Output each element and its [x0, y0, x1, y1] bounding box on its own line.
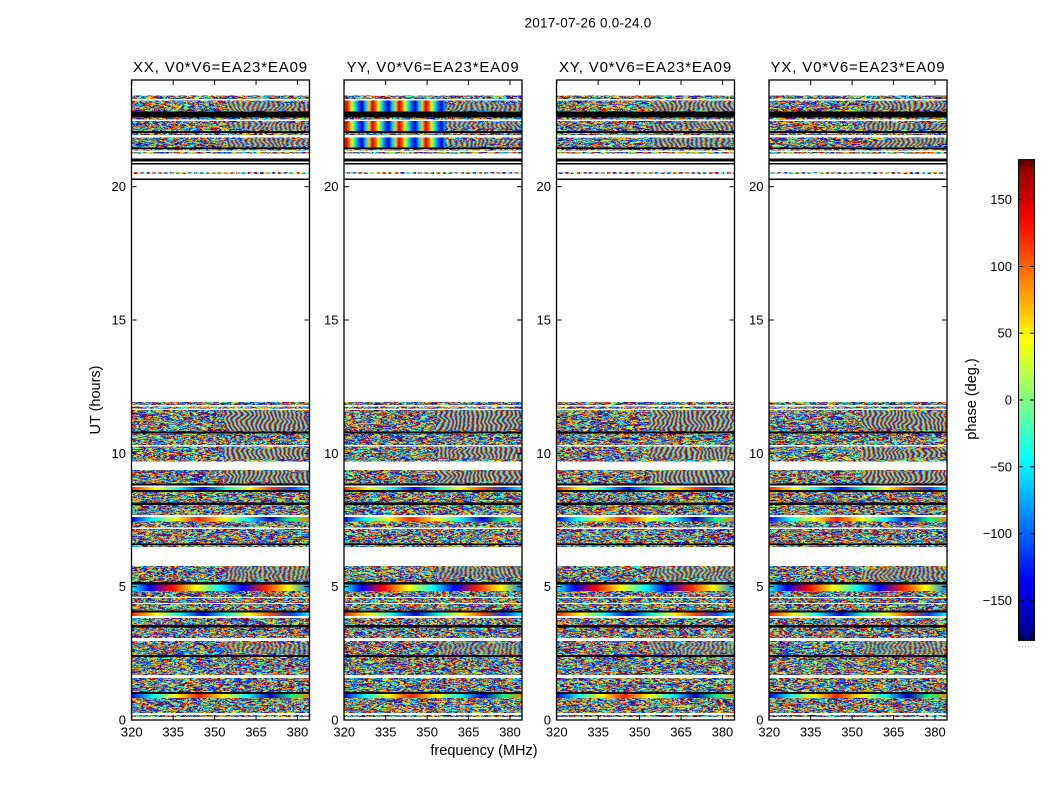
svg-text:50: 50: [998, 326, 1012, 341]
svg-text:0: 0: [1005, 393, 1012, 408]
svg-text:350: 350: [841, 725, 863, 740]
svg-text:15: 15: [112, 313, 126, 328]
svg-text:phase (deg.): phase (deg.): [964, 358, 980, 439]
svg-text:0: 0: [756, 713, 763, 728]
svg-text:15: 15: [324, 313, 338, 328]
svg-text:YY, V0*V6=EA23*EA09: YY, V0*V6=EA23*EA09: [346, 59, 519, 76]
svg-text:0: 0: [119, 713, 126, 728]
svg-text:335: 335: [587, 725, 609, 740]
svg-text:UT (hours): UT (hours): [88, 365, 104, 434]
svg-text:XX, V0*V6=EA23*EA09: XX, V0*V6=EA23*EA09: [133, 59, 308, 76]
svg-text:380: 380: [499, 725, 521, 740]
svg-text:5: 5: [756, 579, 763, 594]
svg-text:5: 5: [544, 579, 551, 594]
svg-text:frequency (MHz): frequency (MHz): [430, 743, 537, 759]
svg-text:−150: −150: [983, 593, 1012, 608]
svg-text:5: 5: [331, 579, 338, 594]
svg-text:150: 150: [990, 192, 1012, 207]
svg-text:365: 365: [670, 725, 692, 740]
svg-text:320: 320: [758, 725, 780, 740]
svg-text:20: 20: [749, 179, 763, 194]
svg-text:20: 20: [112, 179, 126, 194]
svg-text:380: 380: [712, 725, 734, 740]
svg-text:365: 365: [458, 725, 480, 740]
svg-text:−50: −50: [990, 459, 1012, 474]
svg-text:320: 320: [333, 725, 355, 740]
svg-text:0: 0: [331, 713, 338, 728]
svg-text:15: 15: [749, 313, 763, 328]
svg-text:10: 10: [537, 446, 551, 461]
svg-text:350: 350: [416, 725, 438, 740]
svg-text:15: 15: [537, 313, 551, 328]
svg-text:2017-07-26 0.0-24.0: 2017-07-26 0.0-24.0: [524, 16, 651, 31]
svg-text:320: 320: [121, 725, 143, 740]
svg-text:XY, V0*V6=EA23*EA09: XY, V0*V6=EA23*EA09: [559, 59, 732, 76]
svg-text:10: 10: [324, 446, 338, 461]
svg-text:350: 350: [204, 725, 226, 740]
svg-text:0: 0: [544, 713, 551, 728]
svg-text:320: 320: [546, 725, 568, 740]
svg-text:−100: −100: [983, 526, 1012, 541]
svg-text:100: 100: [990, 259, 1012, 274]
svg-text:335: 335: [375, 725, 397, 740]
svg-text:YX, V0*V6=EA23*EA09: YX, V0*V6=EA23*EA09: [770, 59, 945, 76]
svg-text:5: 5: [119, 579, 126, 594]
svg-text:380: 380: [287, 725, 309, 740]
svg-text:20: 20: [537, 179, 551, 194]
svg-text:20: 20: [324, 179, 338, 194]
svg-text:335: 335: [162, 725, 184, 740]
svg-text:10: 10: [112, 446, 126, 461]
svg-text:350: 350: [629, 725, 651, 740]
svg-text:380: 380: [924, 725, 946, 740]
svg-text:365: 365: [245, 725, 267, 740]
svg-text:365: 365: [883, 725, 905, 740]
svg-text:335: 335: [800, 725, 822, 740]
svg-text:10: 10: [749, 446, 763, 461]
